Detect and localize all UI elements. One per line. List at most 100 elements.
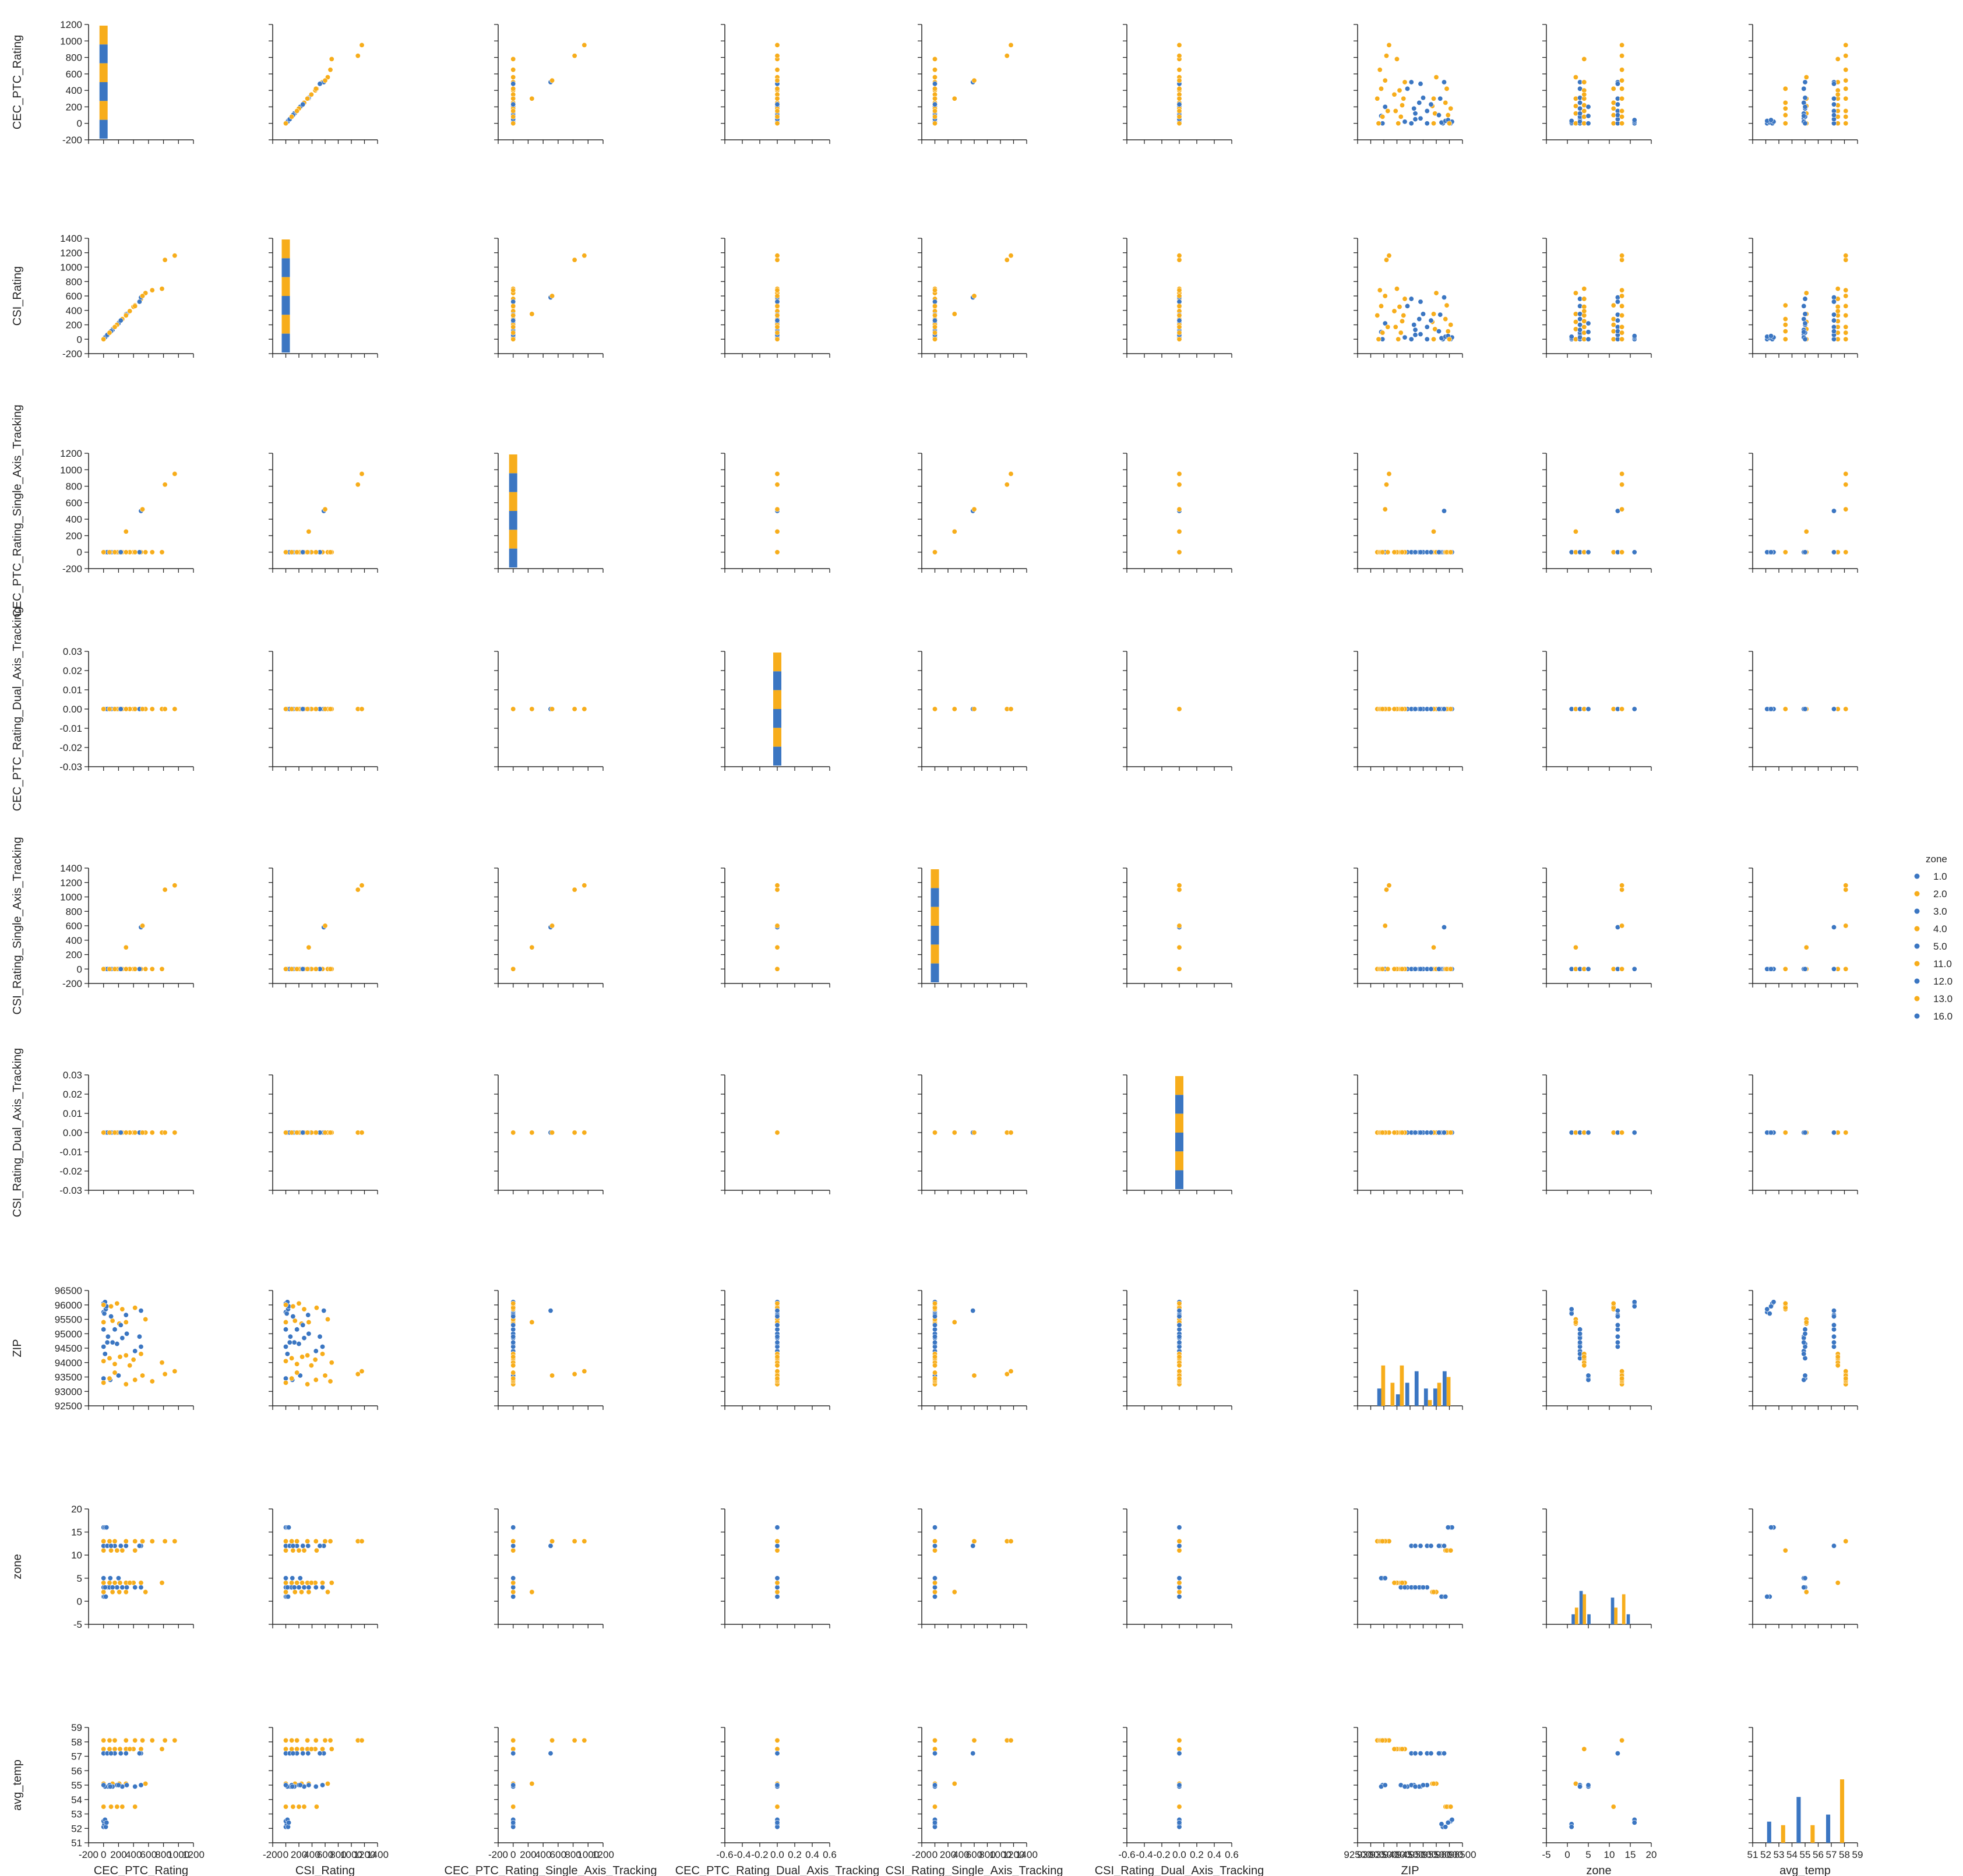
panel-ZIP-vs-ZIP	[1354, 1290, 1463, 1410]
scatter-point	[114, 1341, 120, 1347]
hist-bar	[1579, 1591, 1583, 1624]
scatter-point	[932, 1538, 938, 1544]
scatter-point	[1445, 1525, 1451, 1531]
scatter-point	[1418, 332, 1423, 337]
scatter-point	[162, 887, 168, 893]
scatter-point	[327, 966, 333, 972]
scatter-point	[1802, 549, 1808, 555]
scatter-point	[132, 303, 138, 309]
panel-CSI_Rating_Dual_Axis_Tracking-vs-CSI_Rating_Single_Axis_Tracking	[918, 1074, 1027, 1194]
scatter-point	[774, 1543, 780, 1549]
scatter-point	[1581, 108, 1587, 114]
panel-CSI_Rating-vs-CEC_PTC_Rating_Dual_Axis_Tracking	[721, 238, 830, 358]
scatter-point	[774, 944, 780, 950]
scatter-point	[300, 706, 306, 712]
y-tick-label: 10	[71, 1550, 82, 1561]
scatter-point	[1585, 706, 1591, 712]
scatter-point	[1384, 887, 1390, 893]
panel-CSI_Rating_Dual_Axis_Tracking-vs-avg_temp	[1749, 1074, 1858, 1194]
scatter-point	[101, 1380, 107, 1385]
scatter-point	[510, 1575, 516, 1581]
hist-bar	[931, 944, 939, 964]
scatter-point	[123, 528, 129, 534]
panel-CEC_PTC_Rating-vs-zone	[1542, 24, 1652, 144]
scatter-point	[306, 944, 312, 950]
scatter-point	[101, 1344, 107, 1350]
panel-ZIP-vs-avg_temp	[1749, 1290, 1858, 1410]
scatter-point	[1619, 336, 1625, 342]
scatter-point	[172, 253, 178, 259]
scatter-point	[1428, 1543, 1434, 1549]
panel-ZIP-vs-CSI_Rating	[269, 1290, 378, 1410]
scatter-point	[1176, 1376, 1182, 1381]
scatter-point	[549, 1130, 555, 1136]
scatter-point	[1610, 302, 1616, 308]
scatter-point	[140, 1130, 146, 1136]
scatter-point	[774, 324, 780, 330]
scatter-point	[107, 1355, 112, 1361]
scatter-point	[132, 1547, 138, 1553]
scatter-point	[101, 1580, 107, 1586]
scatter-point	[1386, 883, 1392, 888]
panel-CSI_Rating_Single_Axis_Tracking-vs-CEC_PTC_Rating_Dual_Axis_Tracking	[721, 868, 830, 988]
scatter-point	[1443, 1593, 1449, 1599]
scatter-point	[1573, 75, 1578, 80]
scatter-point	[149, 287, 155, 293]
scatter-point	[1436, 1543, 1442, 1549]
scatter-point	[1573, 944, 1578, 950]
scatter-point	[529, 706, 535, 712]
scatter-point	[101, 1327, 107, 1332]
scatter-point	[1585, 113, 1591, 119]
scatter-point	[149, 966, 155, 972]
scatter-point	[529, 1130, 535, 1136]
panel-CEC_PTC_Rating_Dual_Axis_Tracking-vs-CEC_PTC_Rating_Dual_Axis_Tracking	[721, 651, 830, 771]
scatter-point	[1835, 56, 1841, 62]
scatter-point	[1442, 706, 1447, 712]
y-tick-label: 96500	[55, 1285, 82, 1296]
scatter-point	[1801, 1377, 1807, 1383]
scatter-point	[510, 1334, 516, 1339]
scatter-point	[1379, 86, 1384, 91]
hist-bar	[773, 746, 781, 766]
scatter-point	[510, 318, 516, 323]
y-tick-label: 5	[77, 1573, 82, 1584]
scatter-point	[1421, 1585, 1426, 1591]
y-tick-label: -200	[62, 135, 82, 146]
scatter-point	[932, 1339, 938, 1345]
scatter-point	[951, 1130, 957, 1136]
panel-CEC_PTC_Rating-vs-CSI_Rating	[269, 24, 378, 144]
scatter-point	[970, 1543, 976, 1549]
scatter-point	[951, 1589, 957, 1595]
hist-bar	[1405, 1383, 1409, 1406]
scatter-point	[774, 101, 780, 107]
scatter-point	[1176, 101, 1182, 107]
scatter-point	[1405, 86, 1411, 91]
scatter-point	[1428, 1130, 1434, 1136]
panel-CSI_Rating-vs-CEC_PTC_Rating_Single_Axis_Tracking	[494, 238, 604, 358]
scatter-point	[1831, 96, 1837, 101]
hist-bar	[509, 473, 517, 492]
scatter-point	[1801, 1351, 1807, 1357]
scatter-point	[359, 42, 365, 48]
scatter-point	[283, 1302, 288, 1308]
y-tick-label: 1200	[60, 19, 82, 30]
scatter-point	[1581, 1354, 1587, 1360]
scatter-point	[932, 324, 938, 330]
scatter-point	[1437, 312, 1443, 318]
scatter-point	[1585, 1373, 1591, 1378]
hist-bar	[1175, 1113, 1183, 1133]
scatter-point	[1397, 87, 1402, 93]
scatter-point	[1445, 112, 1451, 118]
hist-bar	[1175, 1076, 1183, 1095]
scatter-point	[1004, 53, 1010, 59]
scatter-point	[325, 1317, 330, 1323]
scatter-point	[124, 1331, 130, 1337]
scatter-point	[140, 293, 146, 299]
scatter-point	[774, 883, 780, 888]
scatter-point	[296, 1300, 302, 1306]
scatter-point	[1615, 1339, 1620, 1345]
scatter-point	[1176, 1314, 1182, 1320]
scatter-point	[1428, 966, 1434, 972]
scatter-point	[1424, 324, 1430, 330]
scatter-point	[1782, 329, 1788, 334]
